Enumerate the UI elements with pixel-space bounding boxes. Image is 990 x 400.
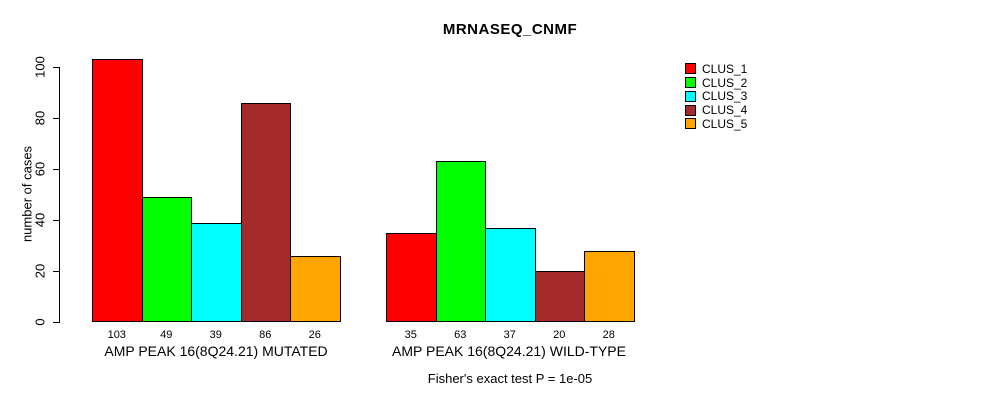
- y-tick-label: 0: [32, 318, 48, 326]
- y-tick: [53, 220, 59, 221]
- bar-clus_4: [534, 271, 585, 322]
- legend-swatch: [685, 63, 696, 75]
- bar-value-label: 26: [308, 329, 321, 341]
- legend-label: CLUS_2: [702, 75, 748, 90]
- bar-value-label: 63: [454, 329, 467, 341]
- y-tick-label: 40: [32, 212, 48, 228]
- legend-label: CLUS_3: [702, 89, 748, 104]
- legend-label: CLUS_5: [702, 116, 748, 131]
- bar-value-label: 28: [602, 329, 615, 341]
- bar-clus_3: [191, 222, 242, 322]
- y-tick: [53, 118, 59, 119]
- y-tick: [53, 67, 59, 68]
- legend-swatch: [685, 118, 696, 130]
- bar-value-label: 86: [259, 329, 272, 341]
- y-tick: [53, 271, 59, 272]
- bar-value-label: 35: [404, 329, 417, 341]
- bar-value-label: 103: [107, 329, 126, 341]
- y-axis-label: number of cases: [19, 145, 35, 243]
- group-label-mutated: AMP PEAK 16(8Q24.21) MUTATED: [104, 343, 328, 359]
- y-tick-label: 100: [32, 56, 48, 78]
- bar-clus_1: [92, 59, 143, 322]
- legend-label: CLUS_1: [702, 61, 748, 76]
- bar-clus_2: [141, 197, 192, 322]
- chart-title: MRNASEQ_CNMF: [442, 21, 578, 38]
- legend-item: CLUS_2: [685, 76, 747, 90]
- y-tick-label: 80: [32, 110, 48, 126]
- y-tick-label: 20: [32, 263, 48, 279]
- legend-item: CLUS_1: [685, 62, 747, 76]
- bar-value-label: 37: [503, 329, 516, 341]
- bar-value-label: 20: [553, 329, 566, 341]
- y-tick: [53, 169, 59, 170]
- legend: CLUS_1 CLUS_2 CLUS_3 CLUS_4 CLUS_5: [685, 62, 747, 131]
- fisher-test-footnote: Fisher's exact test P = 1e-05: [427, 371, 593, 386]
- bar-clus_2: [435, 161, 486, 322]
- legend-swatch: [685, 90, 696, 102]
- bar-clus_5: [290, 255, 341, 322]
- legend-item: CLUS_3: [685, 90, 747, 104]
- y-tick: [53, 322, 59, 323]
- bar-value-label: 39: [209, 329, 222, 341]
- y-tick-label: 60: [32, 161, 48, 177]
- bar-value-label: 49: [160, 329, 173, 341]
- bar-clus_5: [584, 250, 635, 322]
- legend-item: CLUS_4: [685, 103, 747, 117]
- legend-label: CLUS_4: [702, 103, 748, 118]
- legend-item: CLUS_5: [685, 117, 747, 131]
- legend-swatch: [685, 77, 696, 89]
- group-label-wild-type: AMP PEAK 16(8Q24.21) WILD-TYPE: [392, 343, 626, 359]
- bar-clus_1: [386, 232, 437, 322]
- legend-swatch: [685, 104, 696, 116]
- bar-clus_3: [485, 227, 536, 322]
- bar-clus_4: [240, 102, 291, 322]
- y-axis-line: [59, 67, 60, 323]
